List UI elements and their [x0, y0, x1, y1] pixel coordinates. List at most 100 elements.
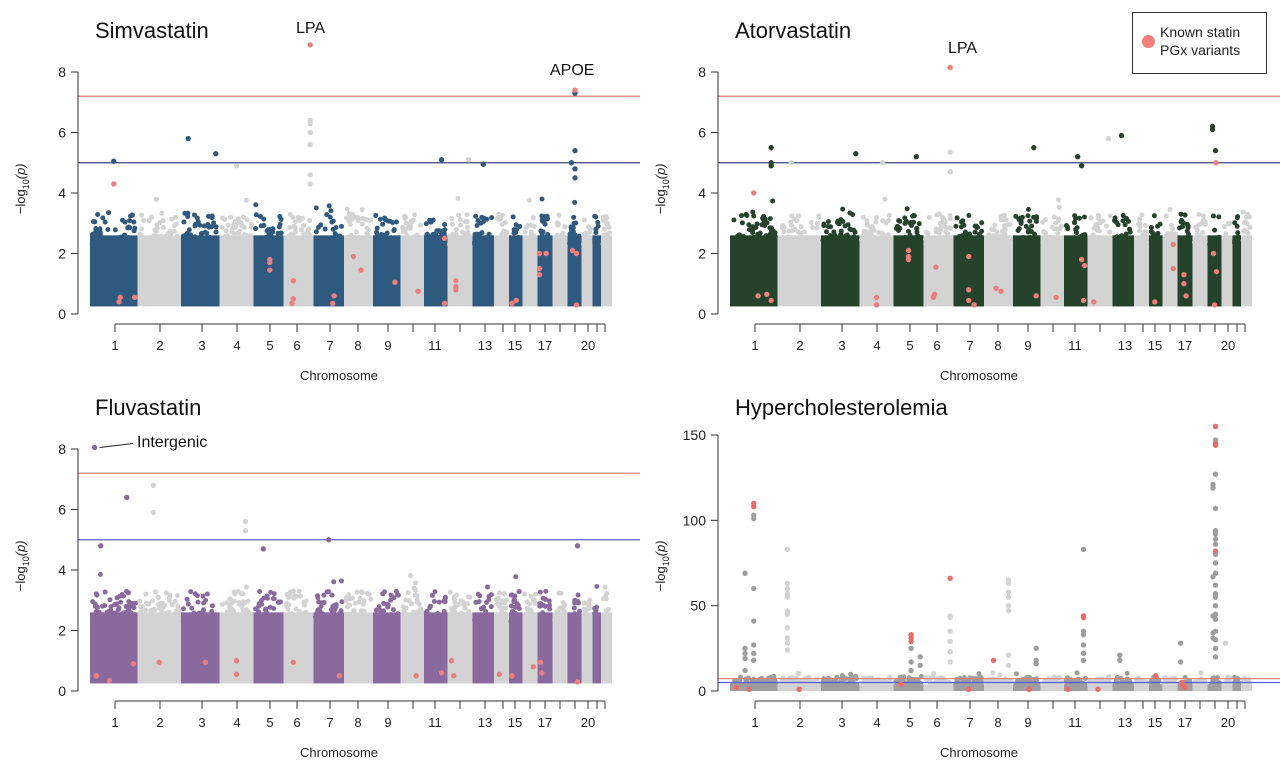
snp-point — [1033, 645, 1039, 652]
snp-point — [1080, 642, 1087, 648]
snp-point — [530, 618, 536, 624]
snp-point — [92, 219, 98, 225]
snp-point — [163, 614, 169, 620]
snp-point — [873, 219, 879, 225]
x-tick-label: 15 — [508, 338, 522, 353]
chromosome-19-bulk — [567, 612, 582, 684]
snp-point — [1171, 680, 1177, 686]
snp-point — [837, 236, 843, 242]
snp-point — [1187, 241, 1193, 247]
snp-point — [374, 232, 380, 238]
legend: Known statin PGx variants — [1132, 12, 1267, 74]
snp-point — [1240, 209, 1246, 215]
snp-point — [480, 161, 486, 167]
snp-point — [946, 225, 952, 231]
snp-point — [464, 212, 470, 218]
snp-point — [116, 235, 122, 241]
x-tick-label: 11 — [428, 338, 442, 353]
snp-point — [761, 237, 767, 243]
snp-point — [793, 240, 799, 246]
snp-point — [1021, 234, 1027, 240]
snp-point — [568, 617, 574, 623]
snp-point — [915, 236, 921, 242]
snp-point — [1088, 215, 1094, 221]
snp-point — [232, 221, 238, 227]
y-axis: 0 50 100 150 — [683, 427, 719, 699]
snp-point — [1007, 241, 1013, 247]
snp-point — [1080, 631, 1087, 638]
snp-point — [489, 215, 495, 221]
chromosome-11-bulk — [424, 612, 448, 684]
snp-point — [304, 235, 310, 241]
snp-point — [424, 618, 430, 624]
snp-point — [1169, 231, 1175, 237]
snp-point — [327, 615, 333, 621]
annotation-intergenic: Intergenic — [137, 434, 208, 451]
snp-point — [583, 607, 589, 613]
snp-point — [963, 233, 969, 239]
y-axis-label: −log10(p) — [653, 526, 671, 606]
snp-point — [923, 229, 929, 235]
chromosome-12-bulk — [1087, 235, 1113, 307]
known-variant-point — [290, 278, 296, 284]
snp-point — [913, 154, 919, 160]
snp-point — [1241, 220, 1247, 226]
x-axis-label: Chromosome — [940, 368, 1019, 383]
plot-area: 0 50 100 150 1 2 3 4 5 6 7 8 9 11 13 15 17 20 — [683, 423, 1280, 730]
snp-point — [581, 217, 587, 223]
snp-point — [146, 218, 152, 224]
snp-point — [344, 215, 350, 221]
snp-point — [814, 679, 820, 685]
chromosome-1-bulk — [730, 235, 778, 307]
snp-point — [1005, 608, 1012, 614]
snp-point — [1096, 235, 1102, 241]
snp-point — [428, 617, 434, 623]
snp-point — [243, 584, 249, 590]
snp-point — [1040, 241, 1046, 247]
snp-point — [992, 222, 998, 228]
snp-point — [1223, 231, 1229, 237]
snp-point — [1118, 132, 1125, 139]
y-axis: 0 2 4 6 8 — [58, 64, 79, 322]
x-tick-label: 7 — [326, 715, 333, 730]
snp-point — [457, 216, 463, 222]
snp-point — [867, 237, 873, 243]
chromosome-20-bulk — [581, 612, 593, 684]
snp-point — [1028, 681, 1034, 687]
snp-point — [828, 224, 834, 230]
snp-point — [558, 590, 564, 596]
snp-point — [516, 614, 522, 620]
chromosome-18-bulk — [552, 612, 568, 684]
snp-point — [557, 605, 563, 611]
snp-point — [1212, 616, 1219, 623]
x-tick-label: 8 — [354, 338, 361, 353]
snp-point — [1210, 213, 1216, 219]
known-variant-point — [536, 265, 543, 272]
snp-point — [1041, 229, 1047, 235]
snp-point — [232, 231, 238, 237]
x-tick-label: 9 — [1024, 715, 1031, 730]
snp-point — [472, 241, 478, 247]
snp-point — [601, 226, 607, 232]
snp-point — [917, 662, 923, 669]
snp-point — [1043, 238, 1049, 244]
snp-point — [1216, 214, 1222, 220]
x-tick-label: 6 — [933, 338, 940, 353]
snp-point — [886, 232, 892, 238]
snp-point — [1124, 670, 1130, 676]
snp-point — [458, 598, 464, 604]
snp-point — [784, 546, 791, 553]
known-variant-point — [290, 659, 296, 665]
snp-point — [1072, 214, 1078, 220]
snp-point — [784, 585, 791, 592]
snp-point — [116, 605, 122, 611]
snp-point — [572, 147, 578, 154]
snp-point — [906, 228, 912, 234]
snp-point — [499, 615, 505, 621]
snp-point — [224, 233, 230, 239]
snp-point — [766, 240, 772, 246]
snp-point — [1178, 211, 1184, 217]
chromosome-2-bulk — [777, 235, 821, 307]
snp-point — [767, 216, 773, 222]
chromosome-16-bulk — [522, 235, 538, 307]
